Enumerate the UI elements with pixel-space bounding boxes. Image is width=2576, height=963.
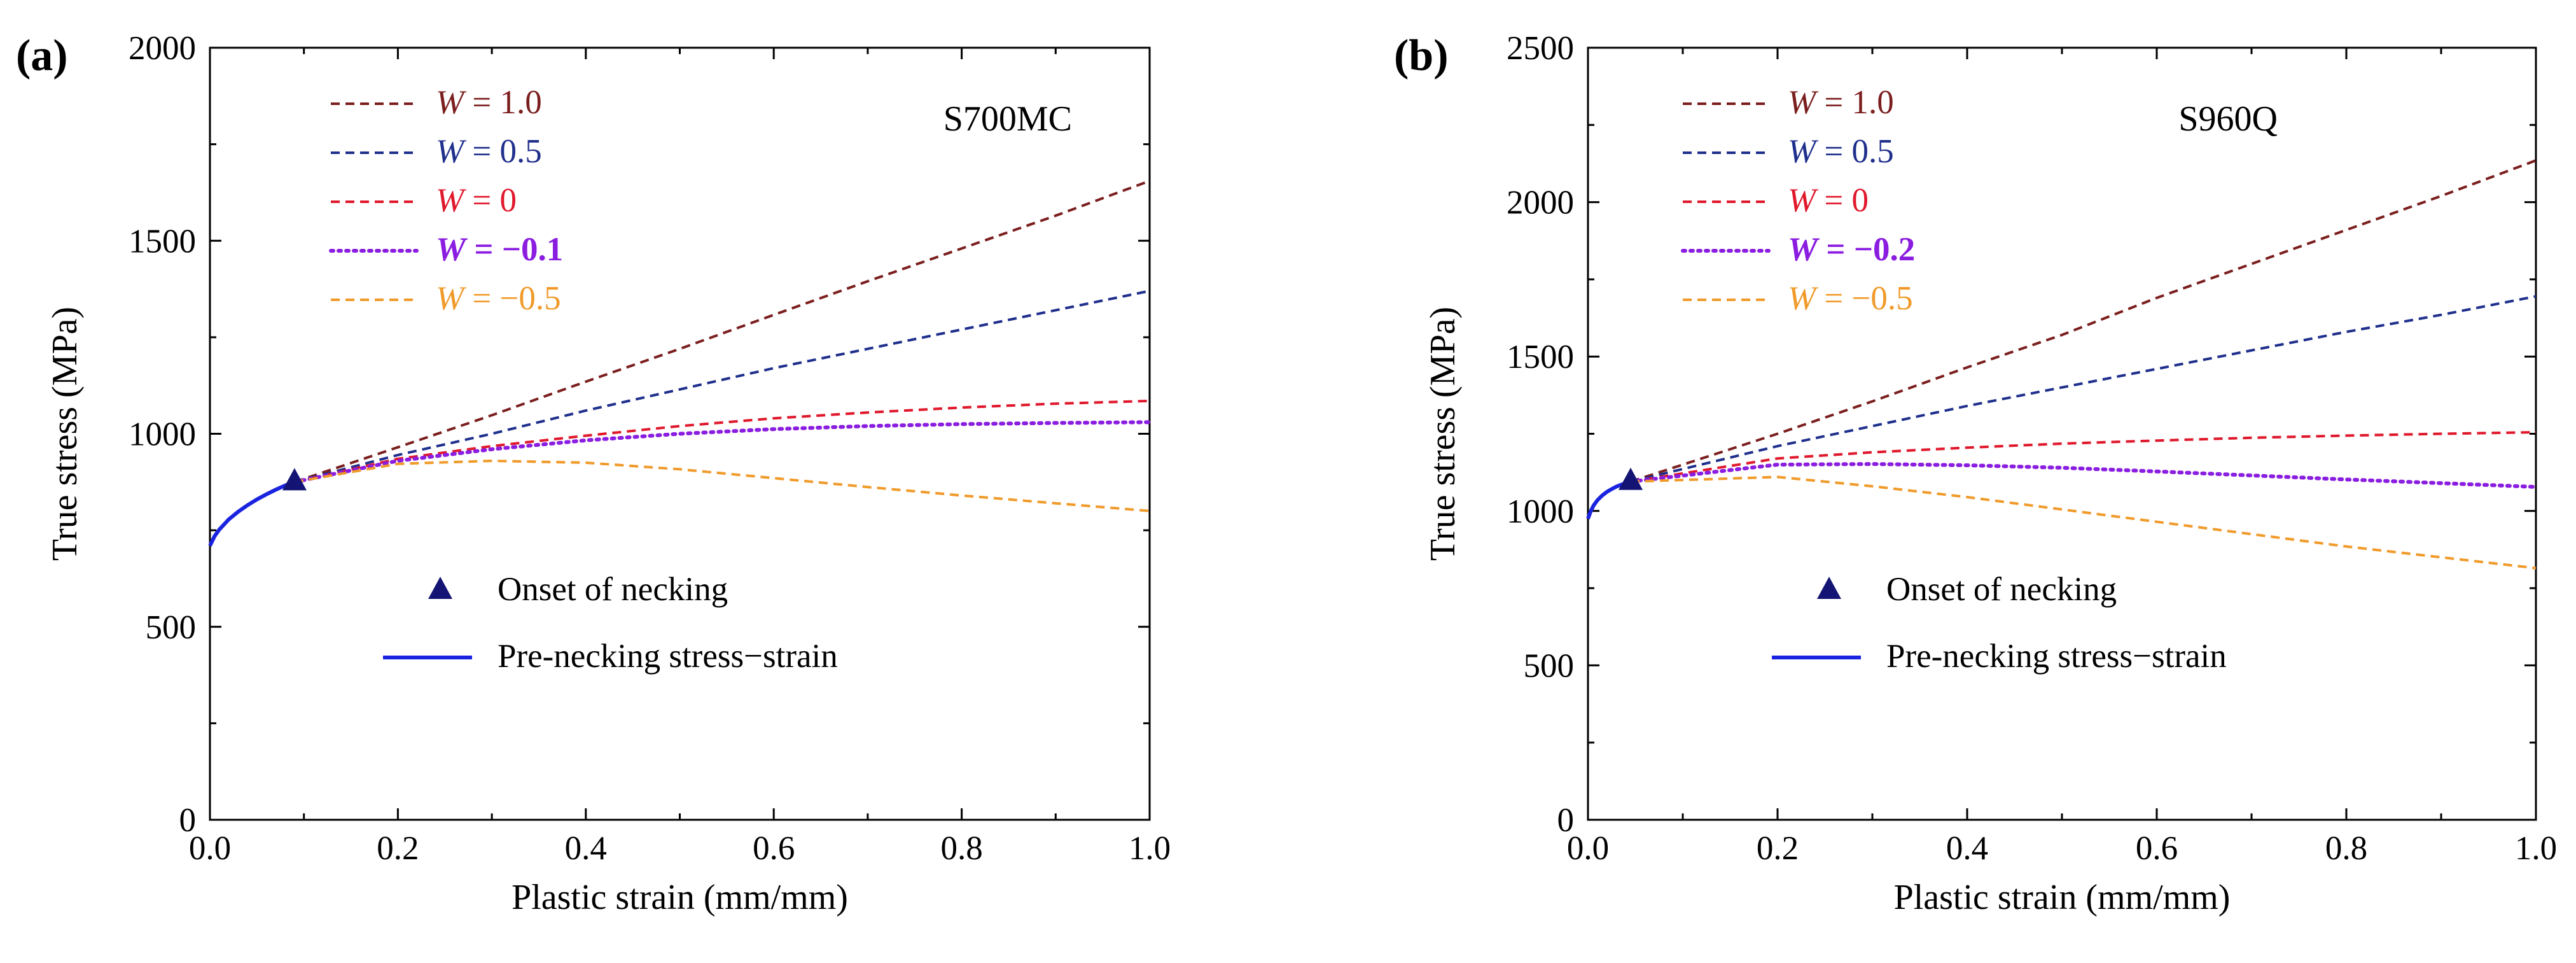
y-tick-label: 0 (1557, 802, 1575, 839)
panel-label: (a) (16, 31, 68, 80)
series-line-w-neg0p1 (292, 420, 1152, 484)
y-tick-label: 1500 (129, 223, 196, 260)
panel-b: 0.0 0.2 0.4 0.6 0.8 1.0 0 500 1000 1500 2000 2500 Pl… (1394, 30, 2557, 917)
legend-pre-necking-label: Pre-necking stress−strain (1886, 638, 2227, 675)
legend-onset-label: Onset of necking (498, 571, 728, 608)
y-tick-label: 0 (179, 802, 197, 839)
legend-necking-marker (428, 577, 452, 599)
legend-label: W = −0.5 (436, 280, 561, 317)
y-tick-label: 1000 (1507, 493, 1574, 530)
y-tick-label: 2000 (129, 30, 196, 67)
legend-label: W = 0.5 (436, 133, 542, 170)
legend-necking-marker (1817, 577, 1841, 599)
legend-label: W = −0.5 (1788, 280, 1913, 317)
y-tick-label: 500 (146, 609, 197, 646)
series-line-w-neg0p5 (1631, 475, 2537, 570)
material-label: S960Q (2178, 99, 2278, 139)
y-tick-label: 2000 (1507, 185, 1574, 221)
material-label: S700MC (943, 99, 1072, 139)
x-tick-label: 1.0 (1129, 830, 1171, 867)
panel-label: (b) (1394, 31, 1449, 80)
y-tick-label: 500 (1524, 647, 1575, 684)
legend-onset-label: Onset of necking (1886, 571, 2117, 608)
legend-pre-necking-label: Pre-necking stress−strain (498, 638, 838, 675)
y-tick-label: 1500 (1507, 339, 1574, 376)
legend-label: W = −0.1 (436, 231, 563, 268)
legend-label: W = 0.5 (1788, 133, 1894, 170)
legend-label: W = 0 (436, 182, 517, 219)
x-tick-label: 1.0 (2515, 830, 2557, 867)
pre-necking-curve (208, 480, 295, 547)
x-tick-label: 0.6 (2136, 830, 2178, 867)
legend-label: W = 1.0 (436, 84, 542, 121)
legend-label: W = 0 (1788, 182, 1869, 219)
x-tick-label: 0.4 (1946, 830, 1988, 867)
x-axis-title: Plastic strain (mm/mm) (512, 878, 848, 917)
y-tick-label: 1000 (129, 416, 196, 453)
x-tick-label: 0.2 (377, 830, 419, 867)
x-axis-title: Plastic strain (mm/mm) (1894, 878, 2231, 917)
series-line-w-neg0p2 (1629, 461, 2538, 489)
legend-label: W = 1.0 (1788, 84, 1894, 121)
x-tick-label: 0.8 (940, 830, 982, 867)
series-line-w-0p5 (1630, 295, 2537, 483)
necking-marker (282, 468, 307, 491)
series-line-w-1p0 (294, 179, 1150, 484)
series-line-w-0p5 (294, 290, 1150, 484)
series-line-w-0 (1630, 431, 2537, 483)
necking-marker (1619, 467, 1643, 490)
x-tick-label: 0.0 (189, 830, 231, 867)
y-tick-label: 2500 (1507, 30, 1574, 67)
legend-label: W = −0.2 (1788, 231, 1915, 268)
series-line-w-neg0p5 (294, 459, 1150, 512)
x-tick-label: 0.6 (753, 830, 795, 867)
x-tick-label: 0.2 (1757, 830, 1799, 867)
panel-a: 0.0 0.2 0.4 0.6 0.8 1.0 0 500 1000 1500 2000 Plasti… (16, 30, 1171, 917)
x-tick-label: 0.0 (1567, 830, 1609, 867)
x-tick-label: 0.4 (565, 830, 607, 867)
x-tick-label: 0.8 (2325, 830, 2367, 867)
series-line-w-1p0 (1630, 159, 2537, 483)
y-axis-title: True stress (MPa) (1423, 307, 1463, 561)
y-axis-title: True stress (MPa) (45, 307, 85, 561)
series-line-w-0 (294, 399, 1150, 484)
